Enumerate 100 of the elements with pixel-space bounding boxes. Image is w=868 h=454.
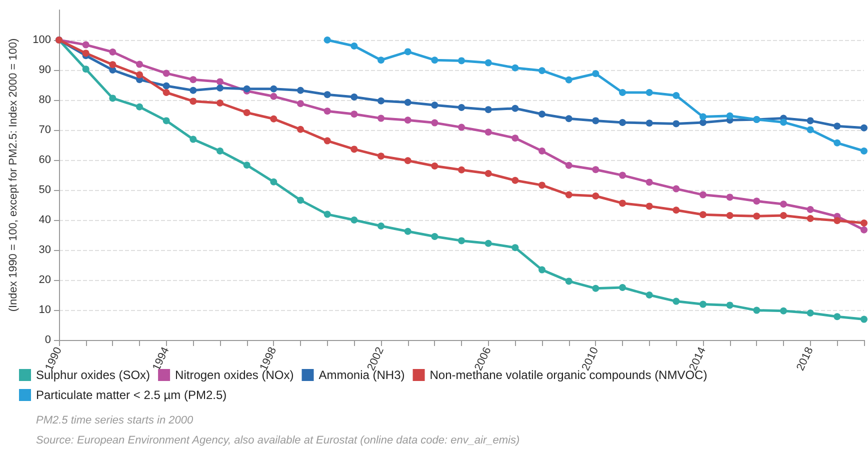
point xyxy=(565,278,572,285)
point xyxy=(82,66,90,73)
point xyxy=(190,98,197,105)
point xyxy=(136,103,143,110)
point xyxy=(458,57,465,64)
point xyxy=(619,200,626,207)
point xyxy=(458,124,465,131)
point xyxy=(646,120,653,127)
point xyxy=(458,104,465,111)
source-note: Source: European Environment Agency, also available at Eurostat (online data code: env_air_emis) xyxy=(36,434,520,446)
point xyxy=(350,146,358,153)
point xyxy=(565,115,572,122)
y-tick-label: 40 xyxy=(38,214,51,226)
point xyxy=(646,202,653,210)
x-tick-label: 2018 xyxy=(794,345,816,373)
point xyxy=(190,86,197,94)
point xyxy=(484,59,492,66)
point xyxy=(592,192,600,200)
point xyxy=(860,124,868,132)
point xyxy=(324,36,331,44)
point xyxy=(431,119,438,126)
point xyxy=(753,212,760,220)
point xyxy=(512,64,519,72)
point xyxy=(780,200,787,208)
point xyxy=(109,61,116,68)
point xyxy=(860,316,868,323)
text: PM2.5 time series starts in 2000 xyxy=(36,414,194,426)
point xyxy=(646,89,653,96)
point xyxy=(270,178,278,186)
point xyxy=(700,113,706,120)
point xyxy=(216,100,224,106)
point xyxy=(297,196,304,204)
point xyxy=(806,310,814,316)
y-tick-label: 20 xyxy=(38,274,51,286)
point xyxy=(350,110,358,118)
point xyxy=(324,137,331,144)
y-tick-label: 90 xyxy=(38,64,51,76)
point xyxy=(672,120,680,128)
point xyxy=(834,217,841,224)
y-tick-label: 100 xyxy=(32,34,51,46)
point xyxy=(109,48,116,56)
point xyxy=(216,78,224,86)
point xyxy=(297,100,304,108)
point xyxy=(806,126,814,134)
point xyxy=(619,119,626,126)
point xyxy=(646,178,653,186)
point xyxy=(512,244,519,252)
x-tick-label: 1994 xyxy=(150,345,172,373)
point xyxy=(672,185,680,192)
point xyxy=(324,91,331,98)
y-tick-label: 70 xyxy=(38,124,51,136)
point xyxy=(726,302,734,309)
point xyxy=(565,191,572,198)
point xyxy=(243,85,250,92)
point xyxy=(806,117,814,124)
point xyxy=(700,211,706,218)
point xyxy=(404,116,412,124)
point xyxy=(350,42,358,50)
point xyxy=(592,166,600,174)
point xyxy=(484,106,492,114)
point xyxy=(484,128,492,136)
point xyxy=(162,117,170,124)
point xyxy=(780,118,787,126)
point xyxy=(700,191,706,198)
point xyxy=(162,89,170,96)
point xyxy=(162,70,170,77)
point xyxy=(378,56,384,64)
point xyxy=(512,104,519,112)
point xyxy=(672,92,680,99)
point xyxy=(190,136,197,143)
point xyxy=(538,67,546,74)
point xyxy=(216,148,224,154)
y-tick-label: 0 xyxy=(44,334,51,346)
point xyxy=(619,172,626,179)
point xyxy=(270,85,278,92)
y-tick-label: 10 xyxy=(38,304,51,316)
point xyxy=(243,162,250,169)
point xyxy=(136,60,143,68)
point xyxy=(243,109,250,116)
point xyxy=(404,157,412,164)
point xyxy=(538,110,546,118)
point xyxy=(216,84,224,92)
point xyxy=(324,108,331,115)
point xyxy=(726,212,734,219)
y-tick-label: 80 xyxy=(38,94,51,106)
point xyxy=(378,114,384,122)
point xyxy=(726,112,734,120)
legend-label: Particulate matter < 2.5 µm (PM2.5) xyxy=(36,388,227,402)
point xyxy=(458,237,465,244)
point xyxy=(404,98,412,106)
point xyxy=(350,94,358,100)
point xyxy=(162,82,170,90)
point xyxy=(780,307,787,314)
point xyxy=(753,306,760,314)
point xyxy=(806,206,814,213)
point xyxy=(538,266,546,274)
point xyxy=(860,220,868,226)
point xyxy=(726,194,734,201)
point xyxy=(512,176,519,184)
point xyxy=(806,215,814,222)
